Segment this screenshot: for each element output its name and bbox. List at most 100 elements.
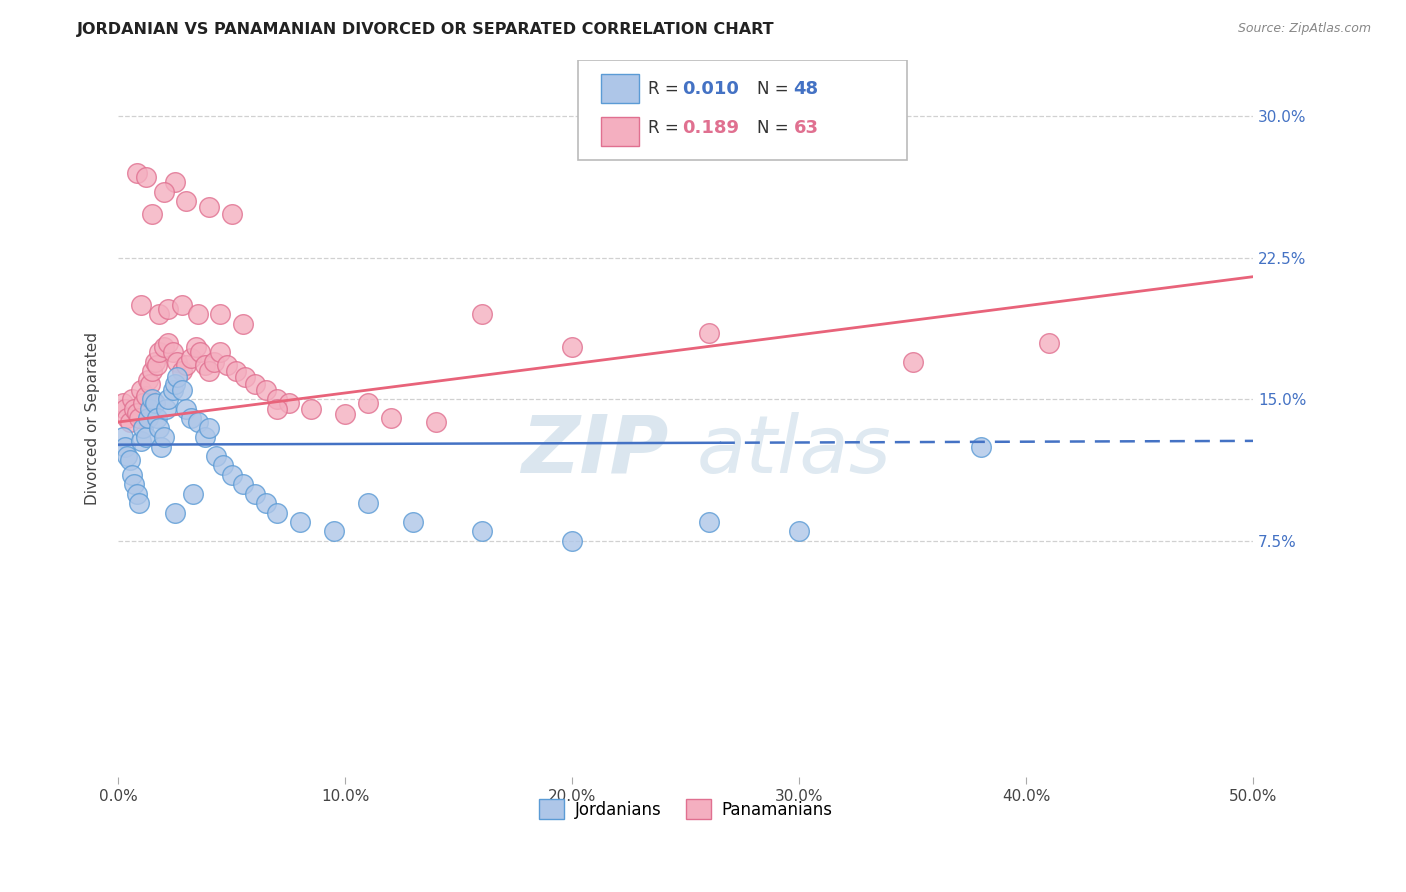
Point xyxy=(165,377,187,392)
Point xyxy=(561,339,583,353)
Text: Source: ZipAtlas.com: Source: ZipAtlas.com xyxy=(1237,22,1371,36)
Point xyxy=(132,420,155,434)
Point xyxy=(170,364,193,378)
Point xyxy=(288,515,311,529)
Point xyxy=(157,335,180,350)
Point xyxy=(184,339,207,353)
Point xyxy=(470,524,492,539)
Point xyxy=(323,524,346,539)
FancyBboxPatch shape xyxy=(600,117,640,145)
Point xyxy=(111,396,134,410)
Y-axis label: Divorced or Separated: Divorced or Separated xyxy=(86,332,100,505)
Point xyxy=(150,440,173,454)
Point xyxy=(148,345,170,359)
Point xyxy=(187,415,209,429)
Point xyxy=(128,496,150,510)
Point xyxy=(211,458,233,473)
Point xyxy=(136,411,159,425)
Point xyxy=(243,377,266,392)
Point xyxy=(143,396,166,410)
Point xyxy=(114,401,136,416)
Point xyxy=(243,487,266,501)
Point xyxy=(198,364,221,378)
Point xyxy=(561,533,583,548)
Point xyxy=(129,298,152,312)
Point xyxy=(266,392,288,407)
Point xyxy=(155,401,177,416)
Point xyxy=(114,440,136,454)
Point xyxy=(165,175,187,189)
Point xyxy=(209,345,232,359)
Text: 0.010: 0.010 xyxy=(682,79,740,98)
Point xyxy=(152,185,174,199)
Point xyxy=(402,515,425,529)
Point xyxy=(162,383,184,397)
Point xyxy=(162,345,184,359)
Text: N =: N = xyxy=(758,120,789,137)
Point xyxy=(135,388,157,402)
FancyBboxPatch shape xyxy=(578,60,907,160)
Point xyxy=(125,487,148,501)
Point xyxy=(141,207,163,221)
Point xyxy=(117,449,139,463)
Point xyxy=(232,477,254,491)
Point xyxy=(221,467,243,482)
Text: 0.189: 0.189 xyxy=(682,120,740,137)
Point xyxy=(118,415,141,429)
Point xyxy=(139,377,162,392)
Point xyxy=(180,411,202,425)
Point xyxy=(970,440,993,454)
Point xyxy=(166,354,188,368)
Point xyxy=(170,383,193,397)
Point xyxy=(157,392,180,407)
Point xyxy=(202,354,225,368)
Text: 63: 63 xyxy=(793,120,818,137)
Text: JORDANIAN VS PANAMANIAN DIVORCED OR SEPARATED CORRELATION CHART: JORDANIAN VS PANAMANIAN DIVORCED OR SEPA… xyxy=(77,22,775,37)
Point xyxy=(152,430,174,444)
Point xyxy=(148,307,170,321)
Point xyxy=(146,359,169,373)
Point xyxy=(425,415,447,429)
Point xyxy=(125,166,148,180)
Point xyxy=(146,411,169,425)
Point xyxy=(125,406,148,420)
Point xyxy=(176,194,198,209)
Point xyxy=(176,359,198,373)
Point xyxy=(194,430,217,444)
Legend: Jordanians, Panamanians: Jordanians, Panamanians xyxy=(533,792,839,826)
Point xyxy=(187,307,209,321)
Point xyxy=(787,524,810,539)
Point xyxy=(470,307,492,321)
Point xyxy=(122,477,145,491)
Text: R =: R = xyxy=(648,79,679,98)
Point xyxy=(129,383,152,397)
Point xyxy=(299,401,322,416)
Point xyxy=(697,515,720,529)
Text: N =: N = xyxy=(758,79,789,98)
Point xyxy=(143,354,166,368)
Point xyxy=(157,301,180,316)
Point xyxy=(217,359,239,373)
Point xyxy=(254,496,277,510)
Point xyxy=(135,430,157,444)
Point xyxy=(122,401,145,416)
Point xyxy=(136,374,159,388)
Point xyxy=(132,396,155,410)
Point xyxy=(117,411,139,425)
Text: atlas: atlas xyxy=(697,411,891,490)
Point xyxy=(129,434,152,448)
Text: R =: R = xyxy=(648,120,679,137)
Point xyxy=(121,392,143,407)
Point xyxy=(141,392,163,407)
Point xyxy=(266,506,288,520)
Point xyxy=(121,467,143,482)
Point xyxy=(128,411,150,425)
Point xyxy=(165,506,187,520)
Point xyxy=(225,364,247,378)
Point xyxy=(198,420,221,434)
Point xyxy=(194,359,217,373)
Text: ZIP: ZIP xyxy=(522,411,669,490)
Point xyxy=(357,496,380,510)
Point xyxy=(209,307,232,321)
Point xyxy=(111,430,134,444)
